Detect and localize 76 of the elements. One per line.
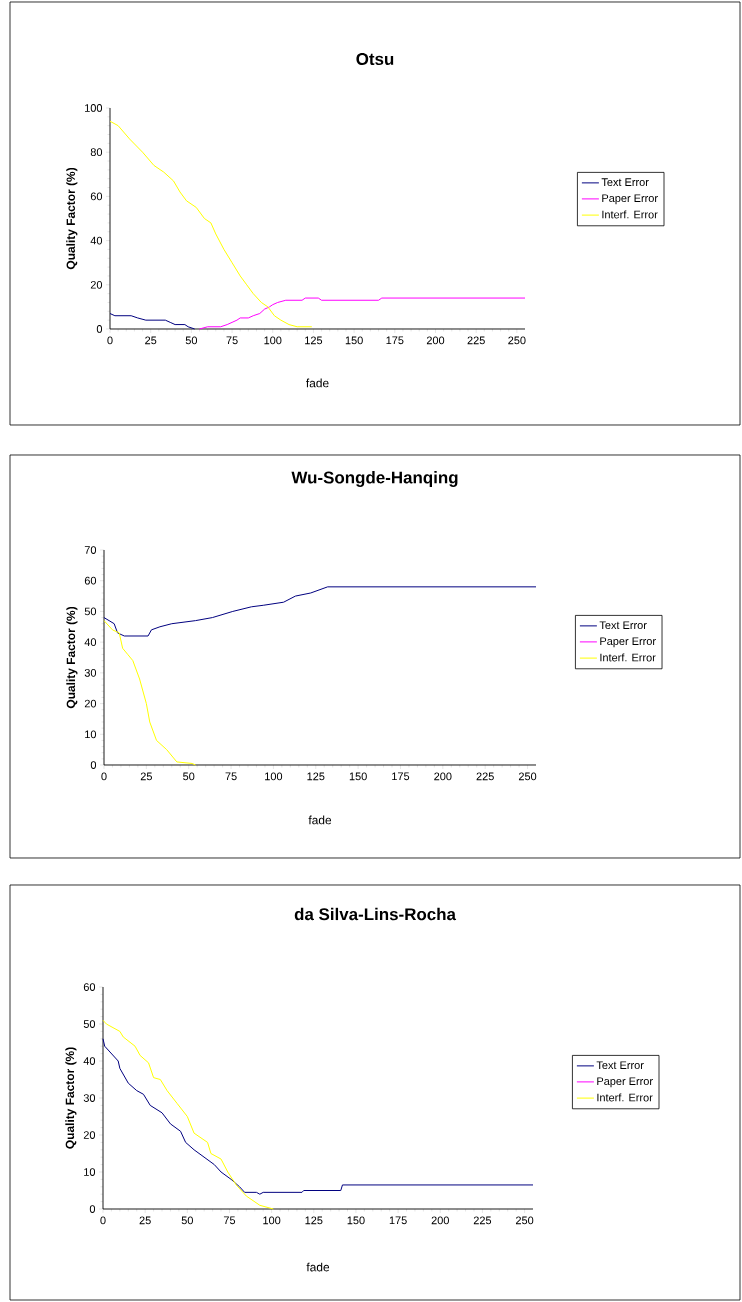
y-tick-label: 20 xyxy=(83,1131,96,1139)
x-axis-title: fade xyxy=(308,815,332,825)
x-tick-label: 250 xyxy=(518,772,537,781)
x-tick-label: 75 xyxy=(223,1216,236,1225)
legend-label: Text Error xyxy=(596,1061,644,1070)
x-tick-label: 225 xyxy=(467,336,485,345)
x-tick-label: 50 xyxy=(181,1216,193,1225)
line-series xyxy=(199,297,526,330)
x-tick-label: 150 xyxy=(347,1216,365,1225)
x-tick-label: 50 xyxy=(183,772,195,781)
x-tick-label: 125 xyxy=(307,772,325,781)
legend-label: Paper Error xyxy=(597,1077,653,1088)
x-tick-label: 75 xyxy=(226,336,238,345)
y-tick-label: 70 xyxy=(84,546,97,554)
y-tick-label: 10 xyxy=(84,1168,96,1176)
x-tick-label: 25 xyxy=(145,336,157,345)
y-tick-label: 0 xyxy=(89,1205,96,1213)
y-tick-label: 50 xyxy=(84,607,97,616)
x-tick-label: 0 xyxy=(107,336,113,345)
y-axis-title: Quality Factor (%) xyxy=(65,1047,77,1149)
x-tick-label: 125 xyxy=(305,336,323,345)
y-tick-label: 40 xyxy=(84,638,97,647)
y-tick-label: 100 xyxy=(85,104,103,112)
x-tick-label: 200 xyxy=(434,772,452,781)
x-tick-label: 100 xyxy=(265,772,283,781)
x-tick-label: 100 xyxy=(263,1216,281,1225)
x-tick-label: 125 xyxy=(305,1216,323,1225)
y-tick-label: 30 xyxy=(84,668,97,677)
y-tick-label: 50 xyxy=(83,1020,96,1028)
legend-label: Text Error xyxy=(601,178,649,187)
x-axis-title: fade xyxy=(306,378,329,388)
x-tick-label: 50 xyxy=(185,336,198,345)
y-axis-title: Quality Factor (%) xyxy=(66,167,78,270)
y-tick-label: 0 xyxy=(90,761,97,769)
x-tick-label: 225 xyxy=(476,772,494,781)
line-series xyxy=(109,120,313,328)
x-tick-label: 200 xyxy=(426,336,445,345)
legend-label: Interf. Error xyxy=(602,210,658,219)
y-tick-label: 80 xyxy=(90,148,103,157)
chart-title: da Silva-Lins-Rocha xyxy=(294,907,457,921)
x-tick-label: 150 xyxy=(349,772,367,781)
x-tick-label: 225 xyxy=(473,1216,492,1225)
line-series xyxy=(102,1019,274,1210)
legend-label: Text Error xyxy=(599,621,647,630)
x-tick-label: 200 xyxy=(431,1216,449,1225)
y-tick-label: 60 xyxy=(83,983,96,991)
x-tick-label: 175 xyxy=(386,336,404,345)
x-tick-label: 175 xyxy=(389,1216,407,1225)
x-tick-label: 100 xyxy=(264,336,282,345)
y-tick-label: 30 xyxy=(83,1094,96,1102)
y-axis-title: Quality Factor (%) xyxy=(66,606,78,709)
x-axis-title: fade xyxy=(306,1262,330,1272)
y-tick-label: 20 xyxy=(84,699,97,708)
x-tick-label: 75 xyxy=(225,772,237,781)
x-tick-label: 175 xyxy=(392,772,410,781)
y-tick-label: 60 xyxy=(90,192,103,201)
x-tick-label: 25 xyxy=(139,1216,151,1225)
x-tick-label: 250 xyxy=(508,336,526,345)
y-tick-label: 20 xyxy=(90,280,103,289)
y-tick-label: 40 xyxy=(90,236,103,245)
y-tick-label: 40 xyxy=(83,1057,96,1065)
line-series xyxy=(103,620,196,766)
legend-label: Paper Error xyxy=(600,637,656,648)
y-tick-label: 10 xyxy=(85,730,97,739)
line-series xyxy=(103,586,537,637)
line-series xyxy=(109,313,196,330)
chart-title: Wu-Songde-Hanqing xyxy=(291,471,458,487)
x-tick-label: 150 xyxy=(345,336,363,345)
x-tick-label: 25 xyxy=(140,772,152,781)
x-tick-label: 250 xyxy=(515,1216,534,1225)
chart-title: Otsu xyxy=(356,53,394,65)
y-tick-label: 60 xyxy=(84,576,97,585)
legend-label: Interf. Error xyxy=(597,1093,653,1102)
legend-label: Interf. Error xyxy=(600,653,656,662)
legend-label: Paper Error xyxy=(602,194,658,205)
y-tick-label: 0 xyxy=(96,325,103,333)
